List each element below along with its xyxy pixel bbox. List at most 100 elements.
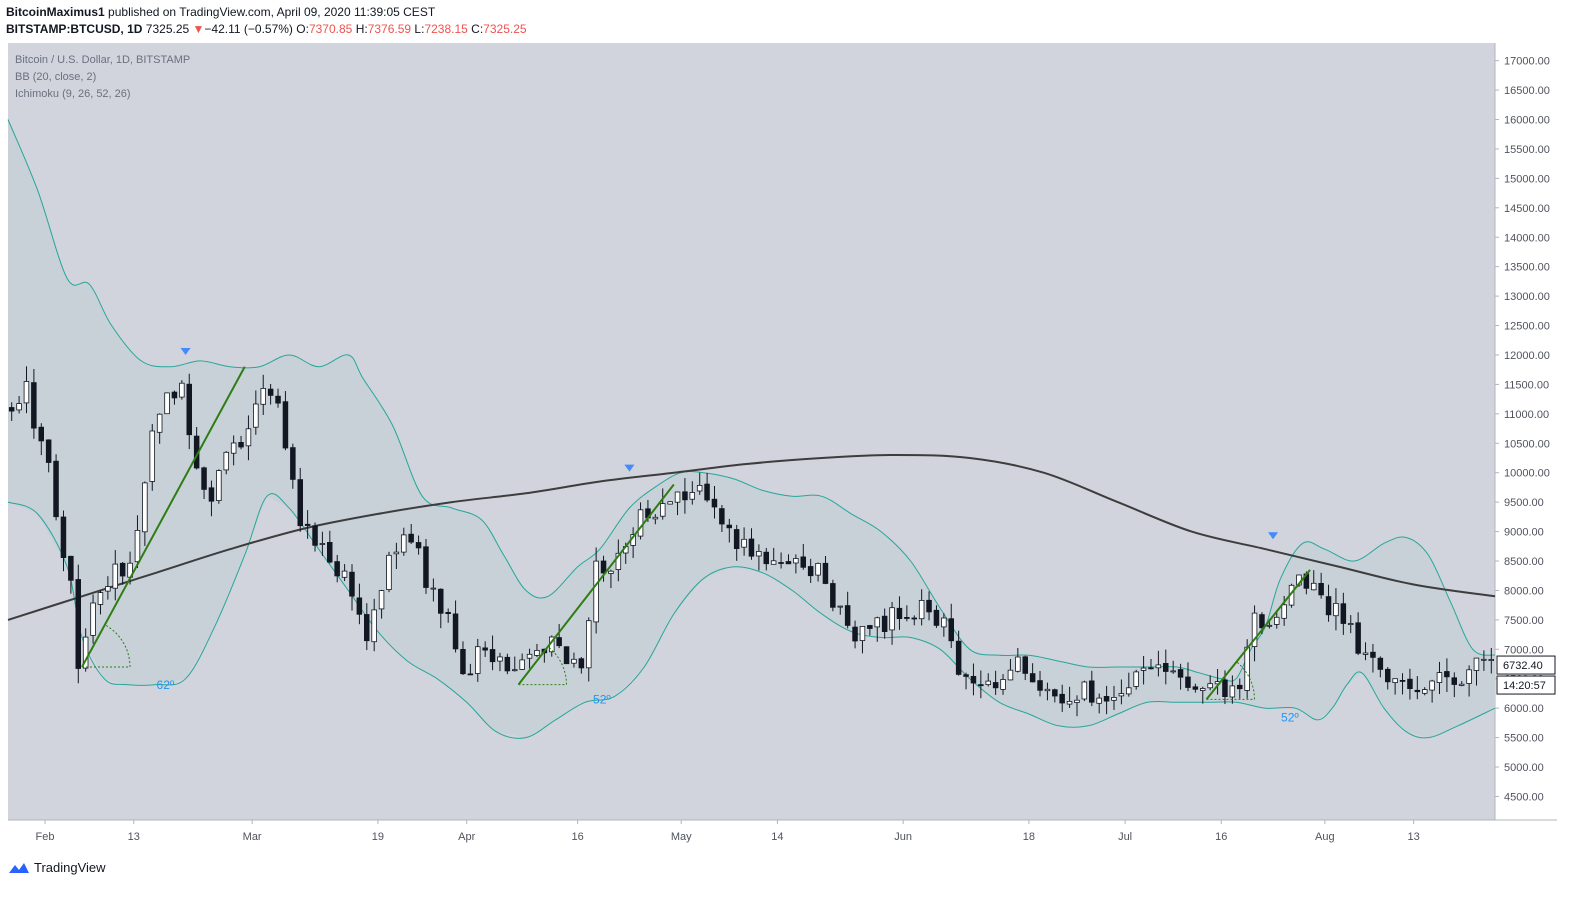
candle-body [726, 524, 733, 529]
x-tick-label: Feb [36, 831, 55, 843]
candle-body [830, 583, 836, 608]
candle-body [267, 388, 274, 396]
candle-body [586, 620, 592, 669]
candle-body [519, 659, 525, 670]
y-tick-label: 14000.00 [1504, 232, 1550, 244]
candle-body [16, 403, 22, 411]
ma-line [7, 453, 1496, 621]
candle-body [216, 470, 222, 502]
candle-body [1126, 687, 1132, 695]
candle-body [704, 483, 710, 501]
candle-body [482, 647, 488, 651]
candle-body [223, 451, 229, 471]
candle-body [896, 607, 903, 619]
candle-body [1244, 646, 1250, 691]
candle-body [608, 570, 614, 574]
down-marker-icon [1268, 532, 1279, 540]
candle-body [1059, 693, 1065, 704]
y-tick-label: 12500.00 [1504, 321, 1550, 333]
trend-lines [81, 366, 1311, 700]
candle-body [282, 401, 289, 449]
bb-upper-line [7, 119, 1496, 682]
low-label: L: [414, 22, 425, 36]
y-tick-label: 12000.00 [1504, 350, 1550, 362]
high-value: 7376.59 [367, 22, 412, 36]
candle-body [1414, 689, 1421, 693]
bb-fill [8, 119, 1495, 738]
candle-body [356, 597, 363, 615]
legend-bb[interactable]: BB (20, close, 2) [15, 71, 96, 83]
candle-body [637, 509, 644, 537]
open-value: 7370.85 [308, 22, 353, 36]
last-price-tag-label: 6732.40 [1503, 660, 1543, 672]
candle-body [770, 560, 777, 565]
candle-body [719, 508, 725, 525]
y-tick-label: 6000.00 [1504, 703, 1544, 715]
candle-body [911, 617, 918, 620]
candle-body [393, 551, 400, 555]
y-tick-label: 17000.00 [1504, 56, 1550, 68]
candle-body [1015, 656, 1021, 672]
candle-body [1488, 659, 1495, 662]
candle-body [660, 503, 666, 517]
candle-body [400, 534, 407, 553]
candle-body [408, 533, 414, 543]
candle-body [667, 501, 673, 505]
candle-body [526, 653, 533, 659]
price-axis-labels: 4500.005000.005500.006000.006500.007000.… [1495, 56, 1550, 803]
low-value: 7238.15 [424, 22, 468, 36]
candle-body [1163, 663, 1169, 672]
candle-body [1318, 583, 1324, 596]
candle-body [1266, 624, 1273, 627]
candle-body [696, 484, 703, 492]
y-tick-label: 7000.00 [1504, 644, 1544, 656]
x-tick-label: 14 [771, 831, 783, 843]
candle-body [1096, 697, 1102, 704]
candle-body [1422, 689, 1428, 694]
candle-body [1355, 622, 1361, 654]
candle-body [1466, 669, 1472, 684]
candle-body [1029, 673, 1036, 683]
candle-body [1481, 658, 1487, 661]
candle-body [1000, 679, 1006, 690]
candle-body [571, 658, 577, 664]
candle-body [918, 600, 925, 620]
y-tick-label: 11500.00 [1504, 379, 1549, 391]
angle-arc [1236, 661, 1255, 700]
time-axis[interactable] [8, 820, 1495, 850]
candle-body [1200, 688, 1206, 691]
y-tick-label: 16000.00 [1504, 115, 1550, 127]
author-name[interactable]: BitcoinMaximus1 [6, 5, 105, 19]
legend-ichimoku[interactable]: Ichimoku (9, 26, 52, 26) [15, 88, 131, 100]
candle-body [1429, 680, 1435, 691]
y-tick-label: 8000.00 [1504, 585, 1544, 597]
candle-body [1444, 671, 1450, 678]
candle-body [785, 561, 792, 565]
x-tick-label: 16 [1215, 831, 1227, 843]
candle-body [179, 382, 185, 398]
footer-brand-label: TradingView [34, 860, 106, 875]
candle-body [1259, 614, 1265, 629]
candle-body [112, 563, 119, 589]
footer-brand[interactable]: TradingView [8, 860, 106, 875]
candle-body [689, 492, 696, 500]
candle-body [512, 669, 518, 672]
candle-body [38, 426, 45, 442]
candle-body [245, 428, 252, 447]
x-tick-label: May [671, 831, 692, 843]
candle-body [1118, 693, 1125, 697]
candle-body [741, 538, 747, 548]
candle-body [926, 599, 932, 613]
candle-body [437, 588, 444, 614]
candle-body [682, 491, 688, 501]
x-tick-label: 13 [1407, 831, 1419, 843]
candle-body [31, 382, 37, 429]
candle-body [326, 542, 333, 563]
candle-body [978, 684, 984, 687]
candle-body [1325, 596, 1332, 616]
candle-body [1392, 678, 1398, 684]
down-marker-icon [624, 464, 635, 472]
candle-body [68, 555, 74, 581]
candle-body [474, 646, 481, 674]
